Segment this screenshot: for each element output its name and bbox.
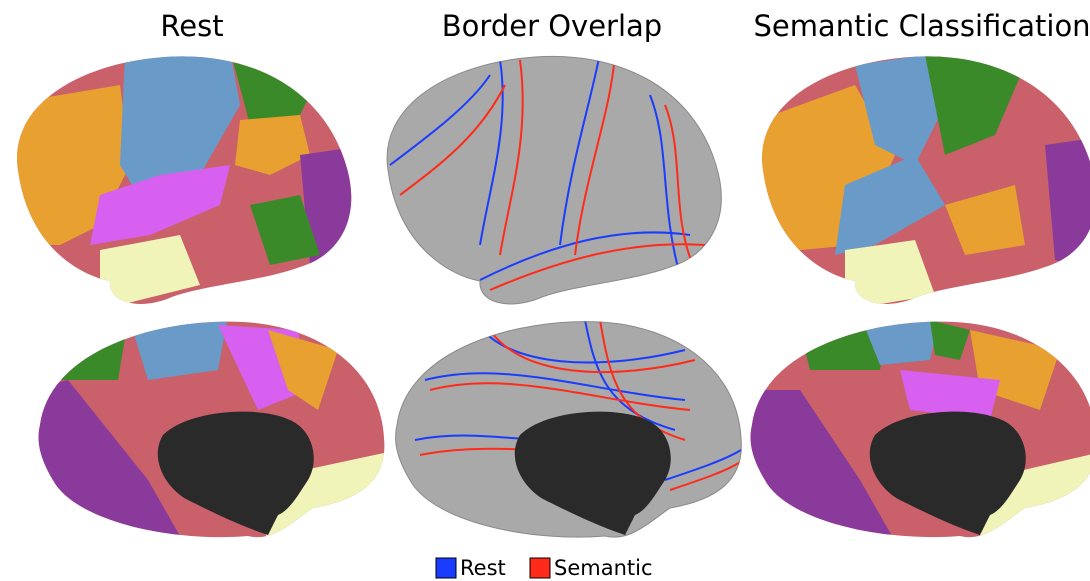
- brain-medial-rest: [38, 321, 385, 538]
- legend-swatch: [435, 557, 457, 579]
- brain-lateral-semantic: [762, 56, 1090, 304]
- legend-swatch: [529, 557, 551, 579]
- brain-lateral-overlap: [386, 55, 722, 305]
- panel-title: Border Overlap: [442, 9, 662, 43]
- panel-title: Rest: [160, 9, 223, 43]
- legend-label: Semantic: [554, 556, 653, 580]
- brain-lateral-rest: [17, 56, 352, 304]
- brain-medial-overlap: [395, 321, 742, 538]
- panel-title: Semantic Classification: [753, 9, 1090, 43]
- brain-medial-semantic: [750, 321, 1090, 538]
- legend-label: Rest: [460, 556, 506, 580]
